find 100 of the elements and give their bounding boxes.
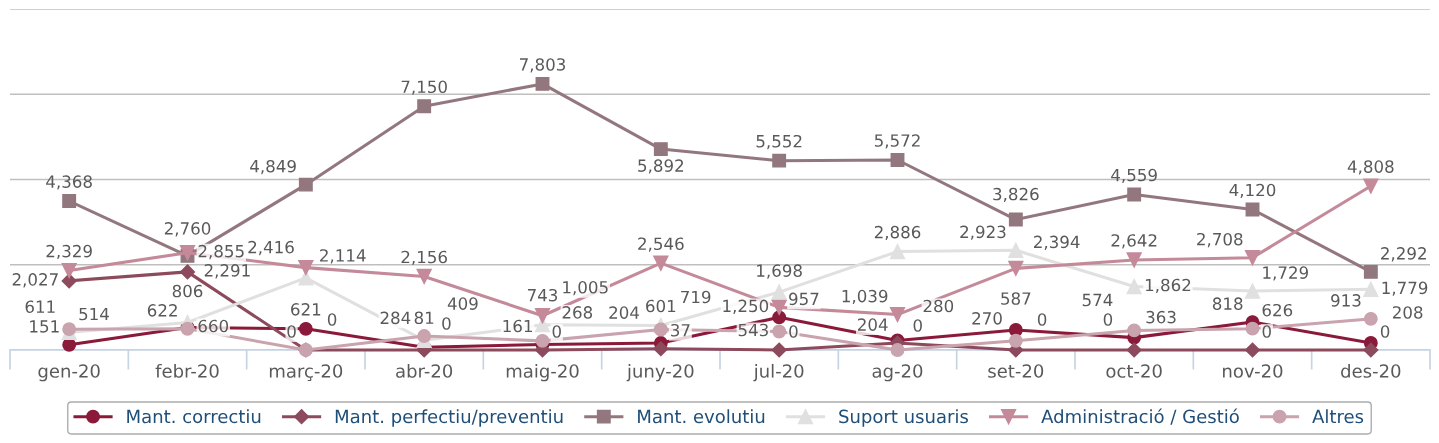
data-label: 2,855 [198,244,244,260]
x-tick-label: març-20 [269,364,343,382]
point [1245,321,1260,336]
legend-label: Suport usuaris [839,409,968,427]
point [1126,278,1142,295]
legend-label: Mant. perfectiu/preventiu [335,409,563,427]
data-label: 0 [1262,325,1271,338]
point [772,153,787,168]
data-label: 2,394 [1034,235,1080,250]
point [653,142,668,157]
data-label: 1,862 [1145,278,1191,294]
data-label: 409 [447,297,478,310]
x-tick-label: des-20 [1341,363,1401,378]
data-label: 1,250 [723,299,769,314]
point [1127,323,1142,338]
data-label: 7,150 [401,80,447,95]
data-label: 818 [1212,297,1243,310]
data-label: 2,114 [320,249,366,264]
data-label: 0 [552,325,561,338]
data-label: 543 [738,323,768,337]
data-label: 3,826 [993,187,1039,203]
data-label: 2,156 [401,250,447,266]
point [1363,311,1378,326]
point [1244,342,1261,358]
point [62,322,77,337]
data-label: 514 [79,307,109,321]
point [417,99,432,114]
data-label: 2,708 [1197,232,1243,248]
point [535,333,550,348]
point [1363,264,1378,279]
data-label: 5,572 [874,134,920,149]
data-label: 1,039 [842,289,888,305]
x-tick-label: abr-20 [396,363,453,378]
data-label: 0 [1380,325,1390,338]
data-label: 7,803 [520,58,566,73]
data-label: 0 [442,317,451,330]
point [1363,178,1379,194]
point [298,259,314,276]
data-label: 1,729 [1263,266,1308,281]
point [771,342,787,358]
point [889,306,906,323]
data-label: 37 [671,323,690,337]
point [890,343,905,357]
data-label: 1,698 [757,264,802,279]
point [1244,283,1261,299]
data-label: 2,329 [46,244,92,260]
data-label: 806 [172,284,203,298]
data-label: 1,779 [1382,281,1428,296]
point [1008,242,1024,258]
data-label: 0 [913,319,922,332]
data-label: 5,552 [756,134,802,150]
x-tick-label: juny-20 [626,363,694,382]
data-label: 601 [646,299,676,313]
data-label: 719 [681,290,711,304]
x-tick-label: gen-20 [38,364,100,382]
point [653,322,668,337]
point [298,321,313,336]
data-label: 574 [1082,293,1113,307]
point [298,177,313,192]
data-label: 2,291 [204,264,250,279]
point [1127,187,1142,202]
point [535,76,550,91]
point [417,329,432,343]
point [1008,260,1024,277]
data-label: 743 [527,288,558,302]
data-label: 611 [25,300,55,313]
x-tick-label: maig-20 [506,363,579,382]
data-label: 151 [30,320,59,333]
data-label: 0 [327,313,337,326]
data-label: 621 [291,303,321,316]
legend-label: Administració / Gestió [1041,408,1239,425]
data-label: 363 [1146,310,1176,324]
data-label: 2,923 [960,225,1006,240]
data-label: 2,546 [638,237,684,252]
data-label: 280 [923,299,954,313]
x-tick-label: ag-20 [872,364,923,382]
point [1244,250,1261,266]
data-label: 2,760 [164,222,211,237]
point [653,341,669,357]
legend-label: Mant. correctiu [127,409,261,424]
data-label: 4,808 [1347,160,1394,175]
legend-label: Altres [1312,409,1364,424]
data-label: 0 [789,325,798,338]
data-label: 2,416 [248,240,294,256]
point [772,324,787,339]
data-label: 81 [414,311,434,325]
data-label: 4,849 [250,159,296,175]
x-tick-label: oct-20 [1106,364,1162,378]
point [1363,281,1379,297]
data-label: 622 [147,304,177,317]
x-tick-label: nov-20 [1223,364,1283,378]
point [61,262,77,279]
data-label: 161 [503,319,532,333]
data-label: 4,120 [1229,183,1276,199]
data-label: 284 [380,311,411,325]
data-label: 208 [1392,306,1423,319]
data-label: 2,292 [1381,247,1426,262]
data-label: 0 [1103,313,1113,326]
point [771,299,787,316]
data-label: 204 [858,318,888,331]
